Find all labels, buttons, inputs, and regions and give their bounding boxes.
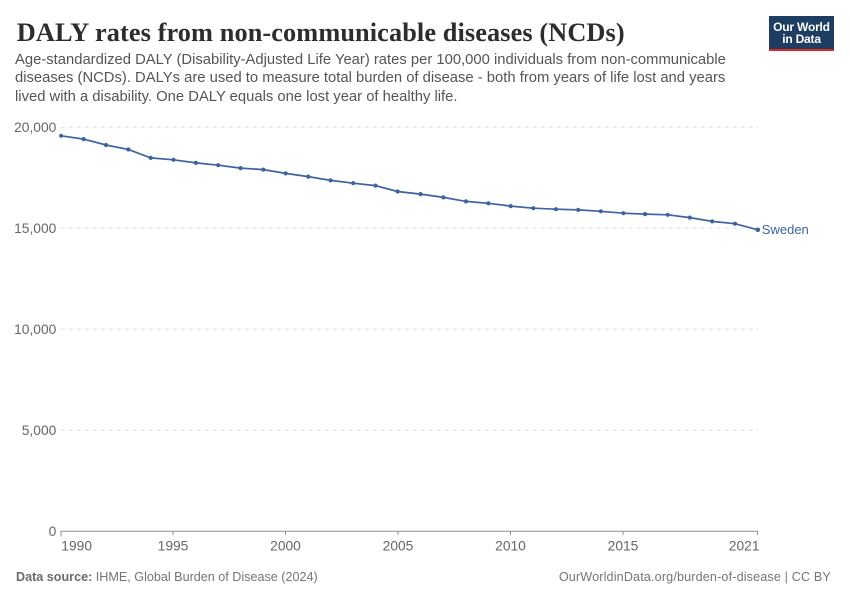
- svg-text:5,000: 5,000: [22, 423, 57, 438]
- svg-text:1995: 1995: [158, 539, 189, 554]
- svg-text:2005: 2005: [383, 539, 414, 554]
- svg-text:2010: 2010: [495, 539, 526, 554]
- svg-text:0: 0: [49, 524, 57, 539]
- svg-text:2000: 2000: [270, 539, 301, 554]
- svg-text:2015: 2015: [608, 539, 639, 554]
- svg-text:10,000: 10,000: [14, 322, 57, 337]
- svg-text:20,000: 20,000: [14, 120, 57, 135]
- svg-text:1990: 1990: [61, 539, 92, 554]
- svg-text:15,000: 15,000: [14, 221, 57, 236]
- svg-text:2021: 2021: [729, 539, 760, 554]
